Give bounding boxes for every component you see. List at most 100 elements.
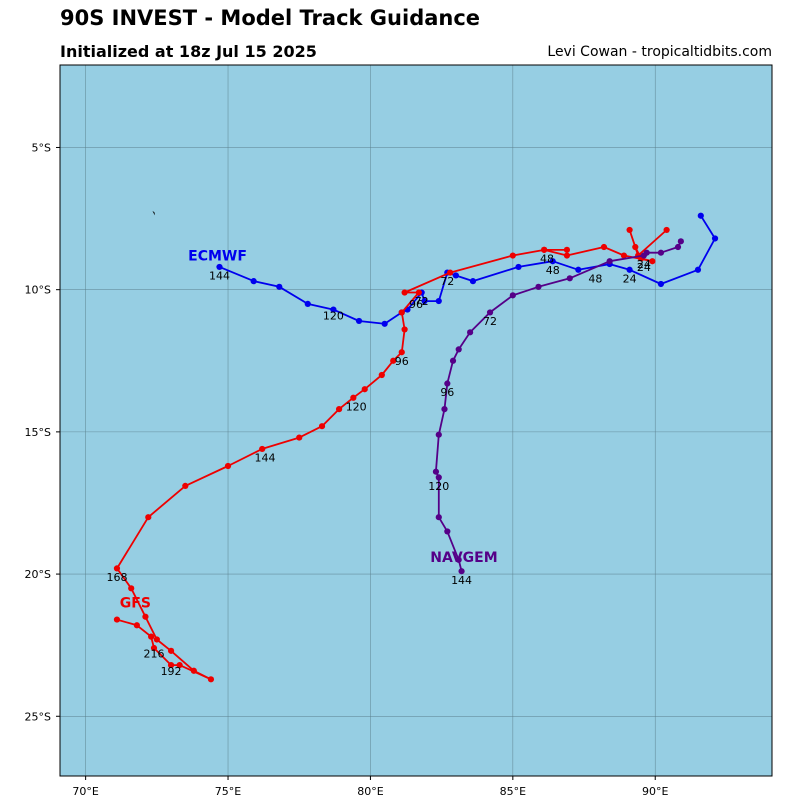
ecmwf-track-point: [515, 263, 522, 271]
navgem-track-point: [606, 258, 613, 265]
gfs-track-point: [153, 636, 160, 643]
navgem-track-point: [486, 309, 494, 316]
gfs-track-point: [318, 423, 326, 430]
gfs-track-point: [259, 445, 266, 453]
navgem-hour-label: 48: [546, 264, 560, 277]
axis-ticks: 70°E 75°E 80°E 85°E 90°E 5°S 10°S 15°S 20°S 25°S: [25, 141, 669, 798]
gfs-track-point: [224, 462, 232, 470]
gfs-track-point: [390, 357, 397, 364]
ecmwf-track-point: [355, 317, 363, 325]
ecmwf-hour-label: 48: [588, 272, 602, 285]
ecmwf-track-point: [435, 297, 442, 305]
gfs-hour-label: 120: [346, 400, 367, 413]
model-tracks: [113, 212, 719, 683]
gfs-track-point: [401, 289, 408, 296]
navgem-track-point: [449, 357, 457, 364]
navgem-hour-label: 24: [637, 258, 651, 271]
gfs-track-point: [145, 514, 152, 521]
navgem-track-point: [441, 406, 448, 413]
gfs-track-point: [128, 585, 135, 592]
navgem-hour-label: 120: [428, 480, 449, 493]
lat-tick-label: 5°S: [32, 141, 51, 154]
gfs-track-point: [296, 434, 303, 441]
navgem-track-point: [467, 329, 474, 336]
navgem-track-point: [455, 346, 462, 353]
navgem-model-label: NAVGEM: [430, 550, 497, 566]
map-frame: [59, 64, 773, 777]
navgem-track-point: [435, 514, 442, 521]
credit-text: Levi Cowan - tropicaltidbits.com: [547, 44, 772, 60]
navgem-track-point: [509, 292, 516, 299]
ecmwf-track-point: [381, 320, 388, 327]
gfs-track-point: [415, 289, 422, 296]
gfs-track-point: [167, 661, 175, 669]
gfs-track-point: [398, 309, 405, 316]
ecmwf-hour-label: 72: [440, 275, 454, 288]
gfs-track-point: [626, 226, 633, 234]
init-subtitle: Initialized at 18z Jul 15 2025: [60, 42, 317, 61]
gfs-track-point: [182, 482, 189, 490]
ecmwf-track-point: [657, 280, 665, 288]
page-title: 90S INVEST - Model Track Guidance: [60, 6, 481, 30]
ecmwf-track-point: [575, 266, 582, 273]
ecmwf-track-point: [626, 266, 633, 273]
navgem-track-point: [677, 238, 684, 245]
lon-tick-label: 70°E: [72, 785, 98, 798]
gfs-track-point: [563, 252, 571, 259]
navgem-hour-label: 144: [451, 574, 472, 587]
navgem-hour-label: 96: [440, 386, 454, 399]
gfs-model-label: GFS: [120, 596, 151, 612]
gfs-hour-label: 168: [106, 571, 127, 584]
gfs-track-point: [142, 613, 149, 620]
navgem-track-point: [674, 243, 682, 251]
gfs-track-point: [509, 252, 516, 259]
gfs-track-point: [350, 394, 357, 401]
lon-tick-label: 80°E: [357, 785, 383, 798]
lon-tick-label: 85°E: [500, 785, 526, 798]
lat-tick-label: 25°S: [25, 710, 51, 723]
ecmwf-track-point: [330, 306, 337, 313]
ecmwf-track-point: [469, 278, 477, 285]
gfs-hour-label: 216: [143, 648, 164, 661]
navgem-track-point: [444, 528, 451, 535]
ecmwf-hour-label: 144: [209, 269, 230, 282]
navgem-track-point: [435, 474, 442, 481]
gfs-hour-label: 144: [255, 451, 276, 464]
gfs-track-point: [167, 647, 175, 654]
ecmwf-track-point: [276, 283, 283, 290]
navgem-track-point: [535, 283, 542, 290]
gfs-track-point: [150, 644, 158, 652]
gfs-track-point: [190, 667, 197, 674]
ecmwf-hour-label: 120: [323, 309, 344, 322]
navgem-track-point: [640, 252, 647, 259]
gfs-track-point: [401, 326, 408, 333]
ecmwf-track-line: [219, 215, 716, 325]
navgem-track-point: [444, 380, 451, 387]
gfs-hour-label: 192: [161, 665, 182, 678]
forecast-hour-labels: 24487296120144ECMWF244872961201441681922…: [106, 249, 650, 678]
ecmwf-track-point: [216, 263, 223, 271]
graticule: [60, 65, 772, 776]
ecmwf-model-label: ECMWF: [188, 249, 247, 265]
navgem-track-point: [657, 249, 665, 256]
gfs-track-point: [113, 616, 121, 623]
gfs-track-point: [600, 243, 608, 251]
gfs-track-point: [207, 676, 215, 683]
navgem-track-point: [435, 431, 442, 438]
gfs-track-point: [398, 349, 405, 356]
gfs-hour-label: 24: [637, 261, 651, 274]
gfs-track-point: [632, 243, 639, 251]
navgem-hour-label: 72: [483, 315, 497, 328]
ecmwf-track-point: [697, 212, 704, 219]
navgem-track-point: [458, 568, 465, 575]
gfs-track-point: [361, 386, 368, 393]
gfs-track-point: [378, 371, 385, 379]
gfs-track-point: [663, 226, 670, 234]
ecmwf-track-point: [304, 300, 311, 307]
gfs-hour-label: 96: [395, 355, 409, 368]
gfs-hour-label: 72: [415, 295, 429, 308]
island-marker: [152, 210, 155, 216]
gfs-track-point: [336, 406, 343, 413]
gfs-track-point: [447, 269, 454, 276]
